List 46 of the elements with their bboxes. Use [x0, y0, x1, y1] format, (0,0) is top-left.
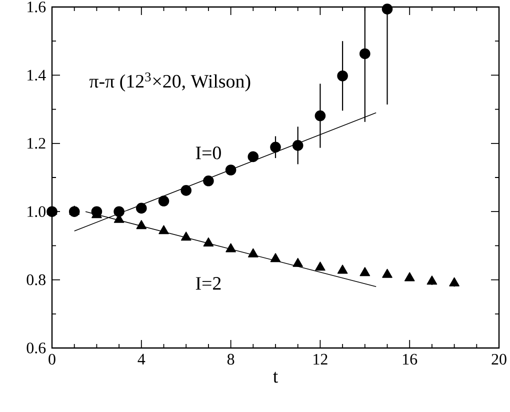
point [226, 243, 236, 252]
point [292, 140, 304, 151]
y-tick-label: 0.6 [26, 342, 46, 354]
point [46, 206, 58, 215]
x-tick-label: 8 [227, 354, 234, 365]
x-tick-label: 4 [138, 354, 146, 364]
point [270, 253, 281, 262]
series-label: I=0 [196, 146, 221, 160]
x-tick-label: 16 [403, 354, 418, 365]
point [203, 176, 214, 186]
point [69, 206, 80, 215]
y-tick-label: 1.2 [28, 138, 46, 149]
y-tick-label: 1.6 [28, 2, 46, 12]
annotation: π-π (12$^{3}$×20, Wilson) [89, 72, 250, 92]
point [203, 237, 214, 246]
point [136, 202, 147, 214]
point [292, 258, 304, 267]
point [404, 272, 415, 282]
point [158, 196, 170, 206]
x-axis-title: t [273, 372, 278, 383]
point [136, 220, 147, 230]
point [248, 248, 258, 258]
y-tick-label: 0.8 [26, 274, 46, 286]
point [315, 262, 326, 271]
point [248, 151, 259, 162]
point [225, 164, 236, 176]
point [426, 276, 438, 285]
point [337, 70, 348, 82]
point [114, 206, 124, 217]
y-tick-label: 1.4 [28, 70, 46, 81]
x-tick-label: 12 [314, 354, 328, 364]
point [360, 267, 370, 276]
point [382, 268, 392, 278]
x-tick-label: 20 [492, 354, 506, 365]
point [337, 264, 348, 274]
point [449, 277, 460, 286]
point [314, 110, 326, 122]
point [382, 4, 393, 14]
point [360, 48, 370, 60]
point [180, 185, 192, 196]
x-tick-label: 0 [48, 354, 56, 365]
point [180, 232, 192, 241]
point [270, 142, 281, 153]
point [158, 225, 169, 234]
series-label: I=2 [196, 277, 221, 290]
y-tick-label: 1.0 [28, 206, 46, 218]
